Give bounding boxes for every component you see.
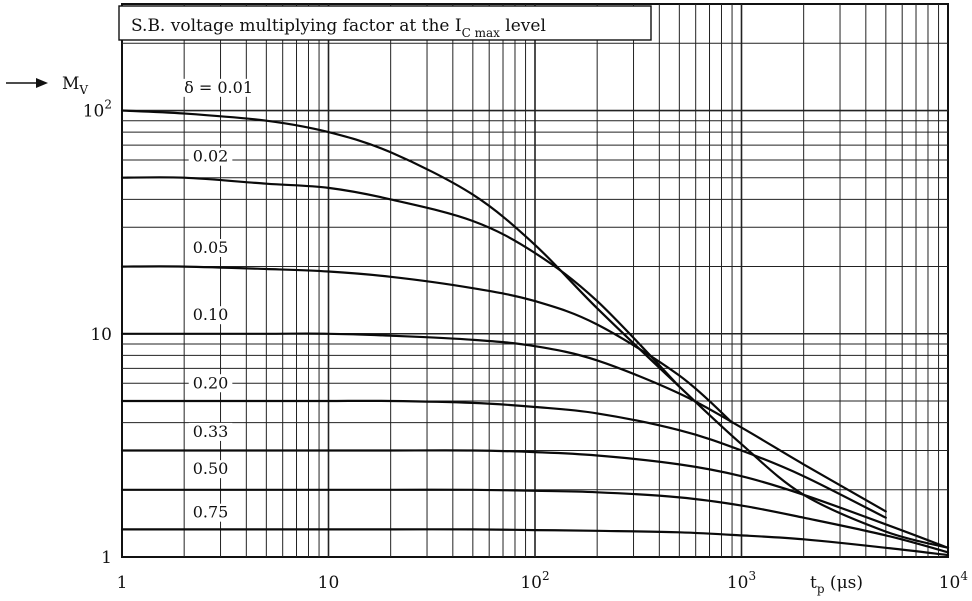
tick-labels: 1 10 102 103 104 1 10 102 <box>83 98 969 593</box>
x-tick-label: 104 <box>939 569 969 593</box>
curve-label-bg <box>180 78 258 97</box>
x-tick-label: 102 <box>520 569 549 593</box>
y-tick-label: 1 <box>101 548 112 568</box>
curve-label-6: 0.50 <box>193 459 229 478</box>
title-box <box>118 5 652 41</box>
x-tick-label: 10 <box>318 573 340 593</box>
y-tick-label: 10 <box>90 325 112 345</box>
curve-label-bg <box>188 374 233 393</box>
curve-labels: δ = 0.01 0.02 0.05 0.10 0.20 0.33 0.50 0.75 <box>180 78 258 522</box>
series-line-5 <box>120 449 950 549</box>
curve-label-3: 0.10 <box>193 305 229 324</box>
curve-label-4: 0.20 <box>193 373 229 392</box>
series-line-4 <box>120 399 887 519</box>
curve-label-bg <box>188 306 233 325</box>
arrow-head-icon <box>36 78 48 88</box>
y-tick-label: 102 <box>83 98 112 122</box>
x-tick-label: 103 <box>727 569 756 593</box>
curve-label-bg <box>188 147 233 166</box>
series-line-3 <box>120 332 887 513</box>
curve-label-5: 0.33 <box>193 422 229 441</box>
x-tick-label: 1 <box>117 573 128 593</box>
x-axis-title: tp (μs) <box>810 573 863 596</box>
curve-label-bg <box>188 460 233 479</box>
series-line-7 <box>120 528 950 557</box>
curve-label-0: δ = 0.01 <box>184 78 253 97</box>
chart-title: S.B. voltage multiplying factor at the I… <box>131 16 546 40</box>
series-line-1 <box>120 176 681 388</box>
curve-label-7: 0.75 <box>193 503 229 522</box>
curve-label-bg <box>188 422 233 441</box>
curve-label-bg <box>188 239 233 258</box>
curves <box>120 109 950 557</box>
curve-label-1: 0.02 <box>193 147 229 166</box>
grid <box>121 3 949 558</box>
curve-label-2: 0.05 <box>193 238 229 257</box>
curve-label-bg <box>188 503 233 522</box>
y-axis-title: MV <box>62 74 88 97</box>
series-line-2 <box>120 265 734 424</box>
series-line-6 <box>120 488 950 554</box>
